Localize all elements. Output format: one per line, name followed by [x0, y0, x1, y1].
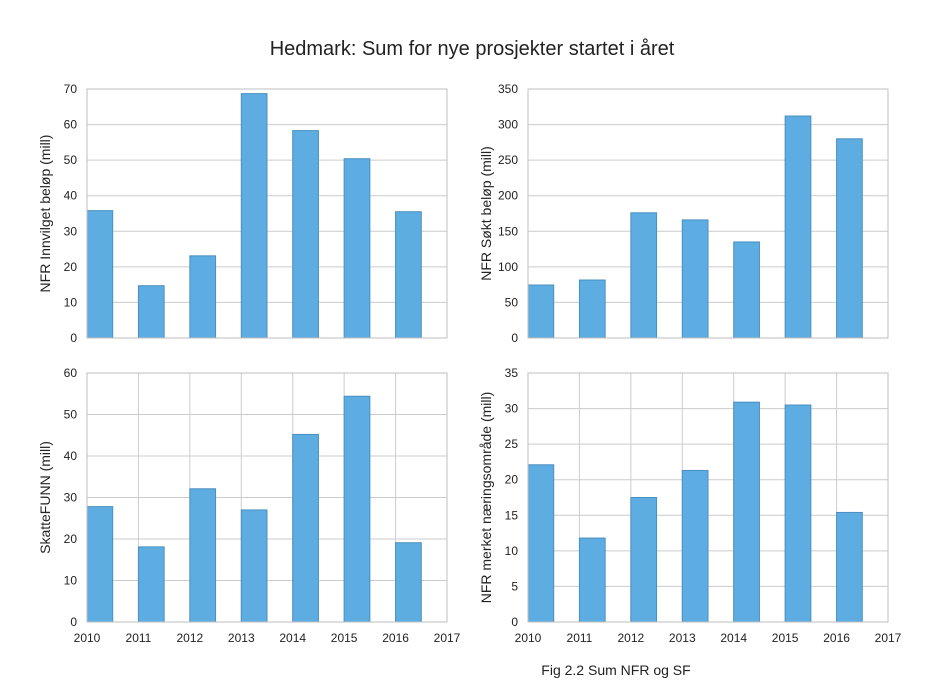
- plot-frame: [86, 88, 448, 339]
- chart-panel-3: 0 10 20 30 40 50 60 2010 2011 2012 2013 2014 2015 201…: [37, 366, 461, 645]
- x-tick-label: 2011: [126, 631, 152, 645]
- bar-2012: [630, 212, 658, 339]
- bar-2010: [527, 464, 555, 623]
- y-tick-label: 150: [498, 224, 518, 238]
- bar-2012: [189, 488, 217, 623]
- y-tick-label: 200: [498, 189, 518, 203]
- chart-panel-2: 0 50 100 150 200 250 300 350 NFR Søkt beløp (mil…: [478, 82, 889, 345]
- bar-2016: [836, 511, 863, 623]
- y-tick-label: 20: [64, 260, 78, 274]
- x-tick-label: 2012: [618, 631, 645, 645]
- bar-2013: [240, 509, 268, 623]
- bar-2011: [578, 279, 606, 339]
- y-tick-label: 30: [505, 402, 519, 416]
- y-tick-label: 0: [511, 615, 518, 629]
- y-tick-label: 0: [70, 331, 77, 345]
- y-tick-label: 60: [64, 118, 78, 132]
- y-tick-label: 10: [64, 574, 78, 588]
- y-tick-label: 70: [64, 82, 78, 96]
- y-tick-label: 20: [64, 532, 78, 546]
- x-tick-label: 2014: [720, 631, 747, 645]
- y-axis-label: SkatteFUNN (mill): [37, 441, 53, 554]
- bar-2016: [395, 211, 422, 339]
- chart-panel-4: 0 5 10 15 20 25 30 35 2010 2011 2012 2013 2014 2015 20…: [478, 366, 902, 645]
- plot-frame: [527, 372, 889, 623]
- bar-2011: [137, 285, 165, 339]
- y-tick-label: 10: [505, 544, 519, 558]
- y-tick-label: 40: [64, 189, 78, 203]
- y-tick-label: 60: [64, 366, 78, 380]
- bar-2010: [527, 284, 555, 339]
- y-tick-label: 350: [498, 82, 518, 96]
- bar-2011: [578, 537, 606, 623]
- y-tick-label: 20: [505, 473, 519, 487]
- x-tick-label: 2014: [279, 631, 306, 645]
- y-tick-label: 0: [511, 331, 518, 345]
- y-axis-label: NFR Søkt beløp (mill): [478, 146, 494, 281]
- y-tick-label: 15: [505, 508, 519, 522]
- x-tick-label: 2016: [382, 631, 409, 645]
- x-tick-label: 2017: [434, 631, 461, 645]
- y-tick-label: 35: [505, 366, 519, 380]
- y-tick-label: 5: [511, 579, 518, 593]
- y-tick-label: 50: [64, 408, 78, 422]
- bar-2013: [240, 93, 268, 339]
- x-tick-label: 2015: [772, 631, 799, 645]
- x-tick-label: 2010: [515, 631, 542, 645]
- y-tick-label: 30: [64, 491, 78, 505]
- x-tick-label: 2017: [875, 631, 902, 645]
- bar-2012: [630, 497, 658, 623]
- x-tick-label: 2015: [331, 631, 358, 645]
- bar-2015: [784, 404, 812, 623]
- x-tick-label: 2016: [823, 631, 850, 645]
- bar-2014: [292, 433, 319, 623]
- bar-2013: [681, 219, 709, 339]
- y-tick-label: 250: [498, 153, 518, 167]
- y-tick-label: 50: [64, 153, 78, 167]
- x-tick-label: 2013: [669, 631, 696, 645]
- y-axis-label: NFR Innvilget beløp (mill): [37, 135, 53, 293]
- x-tick-label: 2013: [228, 631, 255, 645]
- bar-2016: [836, 138, 863, 339]
- bar-2013: [681, 469, 709, 623]
- bar-2015: [784, 115, 812, 339]
- y-tick-label: 0: [70, 615, 77, 629]
- bar-2011: [137, 546, 165, 623]
- figure-title: Hedmark: Sum for nye prosjekter startet …: [270, 38, 675, 60]
- bar-2010: [86, 210, 114, 339]
- plot-frame: [527, 88, 889, 339]
- bar-2012: [189, 255, 217, 339]
- y-tick-label: 100: [498, 260, 518, 274]
- x-tick-label: 2011: [567, 631, 593, 645]
- y-tick-label: 25: [505, 437, 519, 451]
- bar-2014: [733, 241, 760, 339]
- x-tick-label: 2010: [74, 631, 101, 645]
- bar-2014: [292, 130, 319, 339]
- bar-2016: [395, 542, 422, 623]
- bar-2014: [733, 401, 760, 623]
- figure-caption: Fig 2.2 Sum NFR og SF: [541, 662, 690, 678]
- y-axis-label: NFR merket næringsområde (mill): [478, 392, 494, 604]
- chart-panel-1: 0 10 20 30 40 50 60 70 NFR Innvilget beløp (mill…: [37, 82, 448, 345]
- bar-2010: [86, 506, 114, 623]
- plot-frame: [86, 372, 448, 623]
- x-tick-label: 2012: [177, 631, 204, 645]
- bar-2015: [343, 158, 371, 339]
- y-tick-label: 30: [64, 224, 78, 238]
- bar-2015: [343, 395, 371, 623]
- y-tick-label: 50: [505, 295, 519, 309]
- y-tick-label: 300: [498, 118, 518, 132]
- y-tick-label: 10: [64, 295, 78, 309]
- y-tick-label: 40: [64, 449, 78, 463]
